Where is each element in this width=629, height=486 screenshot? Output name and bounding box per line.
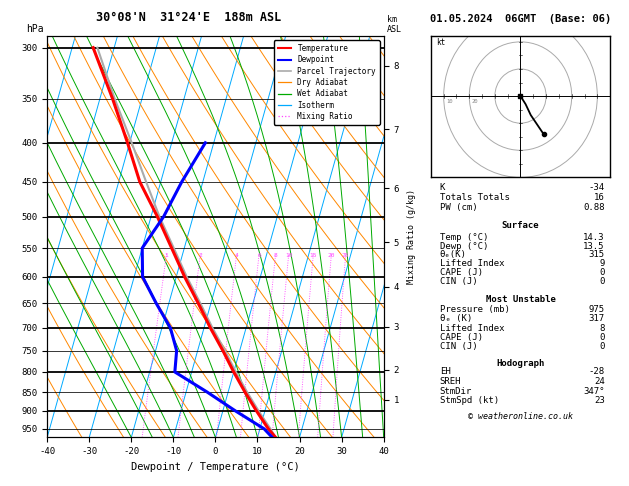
Text: 0.88: 0.88 xyxy=(583,203,604,212)
Text: CIN (J): CIN (J) xyxy=(440,277,477,286)
Text: 10: 10 xyxy=(285,253,292,258)
Text: 315: 315 xyxy=(589,250,604,260)
Text: Surface: Surface xyxy=(502,221,539,229)
Text: 6: 6 xyxy=(257,253,261,258)
Legend: Temperature, Dewpoint, Parcel Trajectory, Dry Adiabat, Wet Adiabat, Isotherm, Mi: Temperature, Dewpoint, Parcel Trajectory… xyxy=(274,40,380,124)
Text: 4: 4 xyxy=(235,253,238,258)
Text: θₑ (K): θₑ (K) xyxy=(440,314,472,324)
Text: © weatheronline.co.uk: © weatheronline.co.uk xyxy=(468,412,573,421)
Text: K: K xyxy=(440,183,445,192)
Text: Mixing Ratio (g/kg): Mixing Ratio (g/kg) xyxy=(408,190,416,284)
Text: CIN (J): CIN (J) xyxy=(440,342,477,351)
Text: 1: 1 xyxy=(165,253,169,258)
Text: Most Unstable: Most Unstable xyxy=(486,295,555,304)
Text: StmSpd (kt): StmSpd (kt) xyxy=(440,396,499,405)
Text: Dewp (°C): Dewp (°C) xyxy=(440,242,488,251)
Text: Lifted Index: Lifted Index xyxy=(440,260,504,268)
Text: Temp (°C): Temp (°C) xyxy=(440,233,488,242)
Text: CAPE (J): CAPE (J) xyxy=(440,333,483,342)
Text: 23: 23 xyxy=(594,396,604,405)
Text: Lifted Index: Lifted Index xyxy=(440,324,504,332)
Text: 30°08'N  31°24'E  188m ASL: 30°08'N 31°24'E 188m ASL xyxy=(96,11,281,24)
Text: hPa: hPa xyxy=(26,24,44,34)
Text: 10: 10 xyxy=(446,99,453,104)
Text: 20: 20 xyxy=(472,99,478,104)
Text: 317: 317 xyxy=(589,314,604,324)
Text: 0: 0 xyxy=(599,342,604,351)
Text: 0: 0 xyxy=(599,333,604,342)
Text: Pressure (mb): Pressure (mb) xyxy=(440,305,509,314)
Text: θₑ(K): θₑ(K) xyxy=(440,250,467,260)
Text: 15: 15 xyxy=(309,253,317,258)
Text: 8: 8 xyxy=(274,253,277,258)
Text: 975: 975 xyxy=(589,305,604,314)
Text: CAPE (J): CAPE (J) xyxy=(440,268,483,278)
Text: 16: 16 xyxy=(594,193,604,202)
X-axis label: Dewpoint / Temperature (°C): Dewpoint / Temperature (°C) xyxy=(131,462,300,472)
Text: StmDir: StmDir xyxy=(440,387,472,396)
Text: 0: 0 xyxy=(599,277,604,286)
Text: Hodograph: Hodograph xyxy=(496,359,545,367)
Text: 347°: 347° xyxy=(583,387,604,396)
Text: 13.5: 13.5 xyxy=(583,242,604,251)
Text: 01.05.2024  06GMT  (Base: 06): 01.05.2024 06GMT (Base: 06) xyxy=(430,14,611,24)
Text: 24: 24 xyxy=(594,377,604,386)
Text: 25: 25 xyxy=(342,253,350,258)
Text: -34: -34 xyxy=(589,183,604,192)
Text: kt: kt xyxy=(436,37,445,47)
Text: PW (cm): PW (cm) xyxy=(440,203,477,212)
Text: km
ASL: km ASL xyxy=(387,15,402,34)
Text: 9: 9 xyxy=(599,260,604,268)
Text: 8: 8 xyxy=(599,324,604,332)
Text: LCL: LCL xyxy=(569,40,584,50)
Text: Totals Totals: Totals Totals xyxy=(440,193,509,202)
Text: 14.3: 14.3 xyxy=(583,233,604,242)
Text: 0: 0 xyxy=(599,268,604,278)
Text: SREH: SREH xyxy=(440,377,461,386)
Text: EH: EH xyxy=(440,367,450,376)
Text: -28: -28 xyxy=(589,367,604,376)
Text: 20: 20 xyxy=(328,253,335,258)
Text: 2: 2 xyxy=(199,253,202,258)
